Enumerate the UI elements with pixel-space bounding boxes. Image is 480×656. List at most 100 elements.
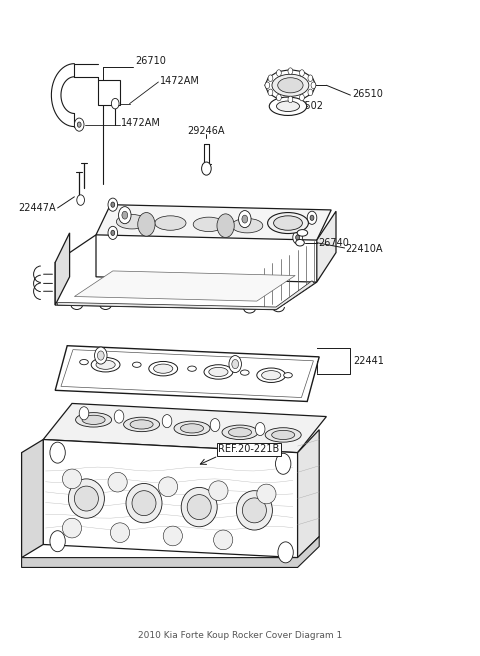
- Circle shape: [308, 75, 313, 81]
- Ellipse shape: [80, 359, 88, 365]
- Circle shape: [77, 122, 81, 127]
- Ellipse shape: [232, 218, 263, 233]
- Ellipse shape: [91, 358, 120, 372]
- Ellipse shape: [209, 367, 228, 377]
- Circle shape: [210, 419, 220, 432]
- Ellipse shape: [110, 523, 130, 543]
- Circle shape: [232, 359, 239, 369]
- Circle shape: [311, 82, 316, 89]
- Text: 1472AM: 1472AM: [121, 118, 161, 129]
- Ellipse shape: [181, 487, 217, 527]
- Circle shape: [111, 202, 115, 207]
- Polygon shape: [317, 211, 336, 282]
- Ellipse shape: [278, 77, 303, 93]
- Ellipse shape: [242, 498, 266, 523]
- Circle shape: [276, 70, 281, 76]
- Circle shape: [111, 230, 115, 236]
- Polygon shape: [98, 80, 120, 105]
- Ellipse shape: [257, 484, 276, 504]
- Circle shape: [162, 415, 172, 428]
- Ellipse shape: [130, 420, 153, 429]
- Text: 26740: 26740: [318, 237, 349, 248]
- Circle shape: [300, 70, 304, 76]
- Ellipse shape: [117, 215, 148, 229]
- Ellipse shape: [222, 425, 258, 440]
- Circle shape: [79, 407, 89, 420]
- Ellipse shape: [124, 417, 159, 432]
- Polygon shape: [22, 440, 43, 558]
- Text: 22441: 22441: [353, 356, 384, 366]
- Circle shape: [308, 89, 313, 96]
- Ellipse shape: [193, 217, 225, 232]
- Ellipse shape: [76, 413, 111, 427]
- Ellipse shape: [297, 230, 308, 236]
- Ellipse shape: [214, 530, 233, 550]
- Circle shape: [242, 215, 248, 223]
- Circle shape: [293, 231, 302, 244]
- Circle shape: [276, 453, 291, 474]
- Ellipse shape: [187, 495, 211, 520]
- Text: 26710: 26710: [135, 56, 166, 66]
- Polygon shape: [265, 70, 316, 101]
- Circle shape: [288, 68, 293, 74]
- Circle shape: [202, 162, 211, 175]
- Polygon shape: [96, 205, 331, 240]
- Circle shape: [278, 542, 293, 563]
- Polygon shape: [55, 346, 319, 401]
- Circle shape: [74, 118, 84, 131]
- Polygon shape: [43, 440, 298, 558]
- Ellipse shape: [174, 421, 210, 436]
- Ellipse shape: [204, 365, 233, 379]
- Ellipse shape: [262, 371, 281, 380]
- Text: 1472AM: 1472AM: [160, 76, 200, 87]
- Ellipse shape: [269, 97, 307, 115]
- Polygon shape: [43, 403, 326, 453]
- Ellipse shape: [284, 373, 292, 378]
- Ellipse shape: [149, 361, 178, 376]
- Polygon shape: [22, 537, 319, 567]
- Text: 2010 Kia Forte Koup Rocker Cover Diagram 1: 2010 Kia Forte Koup Rocker Cover Diagram…: [138, 630, 342, 640]
- Circle shape: [276, 94, 281, 101]
- Ellipse shape: [268, 213, 308, 234]
- Ellipse shape: [180, 424, 204, 433]
- Ellipse shape: [228, 428, 252, 437]
- Circle shape: [300, 94, 304, 101]
- Ellipse shape: [82, 415, 105, 424]
- Text: 29246A: 29246A: [187, 126, 225, 136]
- Circle shape: [255, 422, 265, 436]
- Circle shape: [119, 207, 131, 224]
- Ellipse shape: [62, 518, 82, 538]
- Circle shape: [122, 211, 128, 219]
- Ellipse shape: [163, 526, 182, 546]
- Text: 26502: 26502: [292, 101, 323, 112]
- Ellipse shape: [132, 362, 141, 367]
- Circle shape: [50, 442, 65, 463]
- Ellipse shape: [74, 486, 98, 511]
- Ellipse shape: [274, 216, 302, 230]
- Text: 22447A: 22447A: [18, 203, 56, 213]
- Ellipse shape: [209, 481, 228, 501]
- Circle shape: [97, 351, 104, 360]
- Circle shape: [108, 198, 118, 211]
- Circle shape: [50, 531, 65, 552]
- Circle shape: [138, 213, 155, 236]
- Text: 26510: 26510: [352, 89, 383, 99]
- Polygon shape: [55, 233, 70, 305]
- Text: 22410A: 22410A: [346, 244, 383, 255]
- Circle shape: [296, 235, 300, 240]
- Circle shape: [307, 211, 317, 224]
- Circle shape: [217, 214, 234, 237]
- Circle shape: [288, 96, 293, 103]
- Ellipse shape: [62, 469, 82, 489]
- Ellipse shape: [126, 483, 162, 523]
- Ellipse shape: [240, 370, 249, 375]
- Circle shape: [111, 98, 119, 109]
- Ellipse shape: [154, 364, 173, 373]
- Ellipse shape: [96, 360, 115, 369]
- Circle shape: [108, 226, 118, 239]
- Circle shape: [265, 82, 270, 89]
- Ellipse shape: [276, 101, 300, 112]
- Circle shape: [77, 195, 84, 205]
- Circle shape: [114, 410, 124, 423]
- Circle shape: [268, 75, 273, 81]
